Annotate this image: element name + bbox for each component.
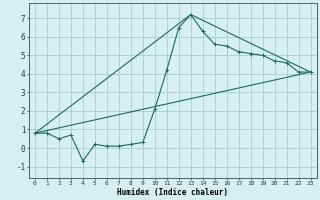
X-axis label: Humidex (Indice chaleur): Humidex (Indice chaleur) [117,188,228,197]
